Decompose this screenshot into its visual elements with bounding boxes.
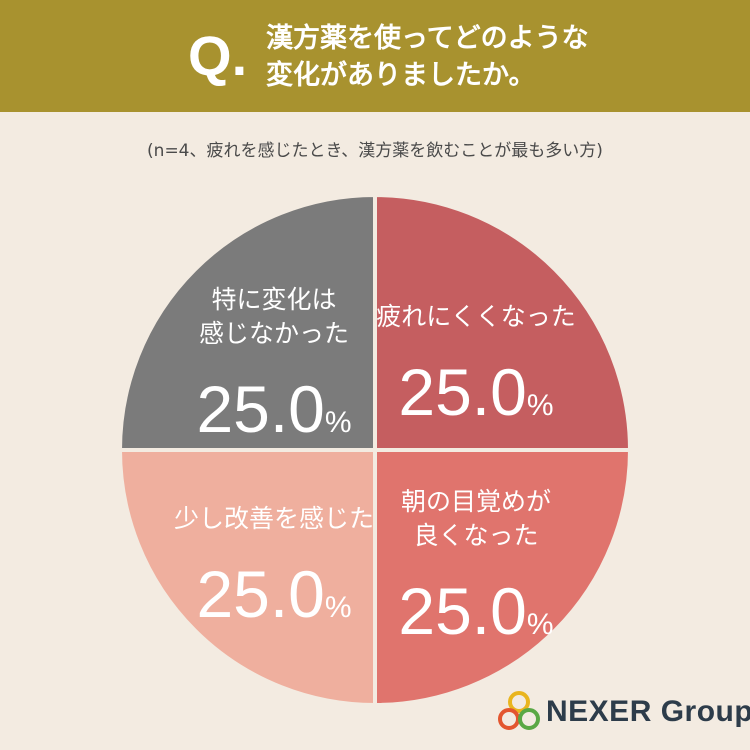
- question-line-2: 変化がありましたか。: [266, 60, 536, 91]
- pie-slice: [373, 448, 633, 708]
- logo-ring-right: [518, 708, 540, 730]
- question-header: Q. 漢方薬を使ってどのような 変化がありましたか。: [0, 0, 750, 112]
- logo-text: NEXER Group: [546, 695, 750, 728]
- q-mark: Q.: [188, 24, 248, 87]
- chart-subtitle: (n=4、疲れを感じたとき、漢方薬を飲むことが最も多い方): [147, 141, 603, 161]
- slice-label: 特に変化は: [212, 285, 337, 314]
- nexer-logo: NEXER Group: [496, 690, 750, 734]
- slice-label: 朝の目覚めが: [401, 487, 551, 516]
- slice-label: 良くなった: [413, 521, 538, 550]
- pie-slice: [117, 448, 377, 708]
- pie-slice: [117, 192, 377, 452]
- slice-value-label: 25.0%: [398, 574, 553, 648]
- slice-label: 少し改善を感じた: [174, 504, 374, 533]
- slice-value-label: 25.0%: [196, 372, 351, 446]
- pie-slice: [373, 192, 633, 452]
- slice-label: 感じなかった: [199, 319, 349, 348]
- slice-value-label: 25.0%: [398, 355, 553, 429]
- nexer-rings-logo-icon: [496, 690, 542, 734]
- slice-value-label: 25.0%: [196, 557, 351, 631]
- question-line-1: 漢方薬を使ってどのような: [266, 23, 589, 54]
- slice-label: 疲れにくくなった: [376, 302, 576, 331]
- logo-ring-left: [498, 708, 520, 730]
- logo-ring-top: [508, 691, 530, 713]
- question-text: 漢方薬を使ってどのような 変化がありましたか。: [266, 20, 686, 94]
